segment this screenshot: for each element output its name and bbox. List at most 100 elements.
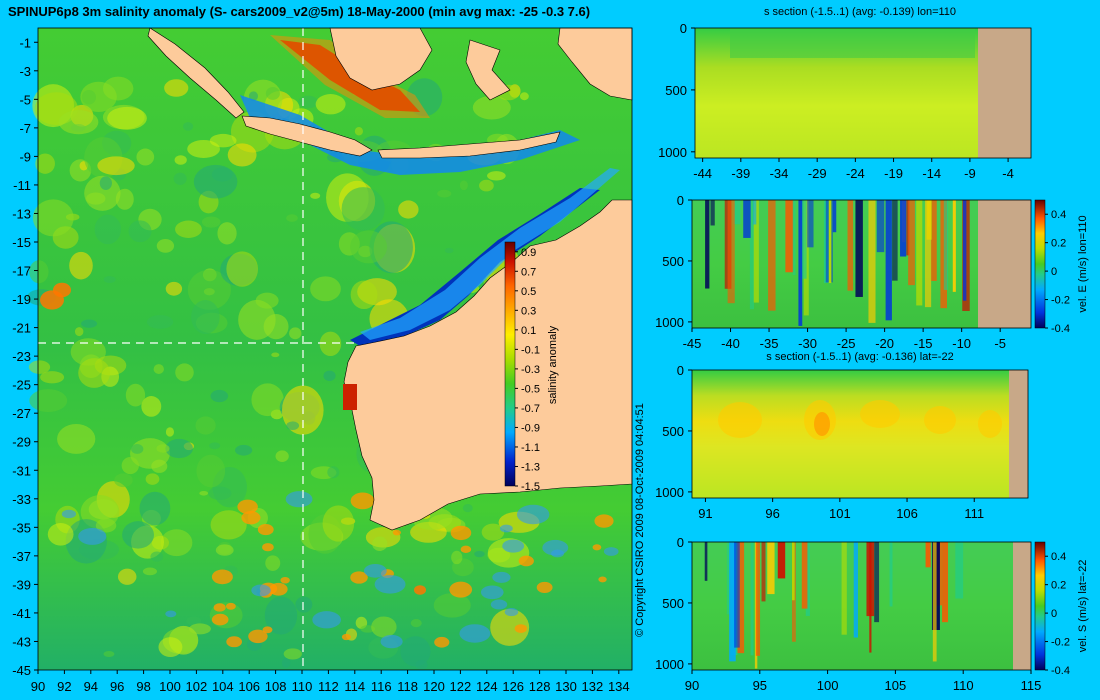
velocity-stripe [885, 200, 892, 321]
velocity-stripe [932, 542, 937, 662]
map-warm-eddy [460, 545, 472, 554]
map-panel: 90 92 94 96 98 100 102 104 106 108 110 112 114 116 118… [12, 27, 633, 694]
map-eddy [145, 473, 160, 485]
map-y-tick-label: -37 [12, 549, 31, 564]
map-eddy [433, 593, 471, 618]
map-eddy [29, 389, 68, 413]
map-colorbar [504, 241, 516, 487]
map-y-tick-label: -41 [12, 606, 31, 621]
panel1-x-tick-label: -44 [693, 166, 712, 181]
map-eddy [310, 276, 341, 302]
colorbar-tick-label: 0.3 [521, 305, 536, 317]
map-warm-eddy [226, 636, 242, 648]
velocity-stripe [733, 200, 741, 225]
colorbar-tick-label: 0 [1051, 266, 1057, 278]
velocity-stripe [807, 200, 814, 248]
map-warm-eddy [237, 499, 258, 514]
map-eddy [32, 199, 74, 237]
map-eddy [264, 596, 298, 635]
map-land-borneo [329, 27, 433, 91]
map-fresh-eddy [251, 584, 271, 597]
panel1-y-tick-label: 500 [665, 83, 687, 98]
map-warm-eddy [269, 582, 288, 596]
map-warm-eddy [257, 524, 274, 536]
map-eddy [295, 596, 313, 613]
velocity-stripe [767, 542, 775, 595]
velocity-stripe [798, 200, 803, 326]
map-eddy [487, 171, 506, 181]
map-y-tick-label: -31 [12, 463, 31, 478]
map-warm-eddy [248, 629, 268, 644]
velocity-stripe [705, 200, 710, 289]
velocity-stripe [866, 542, 875, 617]
velocity-stripe [855, 200, 863, 297]
colorbar-tick-label: 0.4 [1051, 551, 1066, 563]
colorbar-tick-label: -0.4 [1051, 665, 1070, 677]
map-eddy [265, 86, 280, 100]
map-warm-eddy [598, 576, 607, 583]
map-eddy [28, 360, 51, 374]
map-eddy [141, 396, 162, 417]
velocity-stripe [768, 200, 776, 311]
map-eddy [319, 331, 342, 357]
velocity-stripe [805, 542, 810, 616]
map-eddy [286, 421, 300, 430]
panel2-x-tick-label: -45 [683, 336, 702, 351]
panel2-x-tick-label: -5 [994, 336, 1006, 351]
panel3 [691, 369, 1029, 499]
panel4-frame [691, 541, 1032, 671]
map-y-tick-label: -5 [19, 92, 31, 107]
velocity-stripe [704, 542, 708, 581]
map-x-tick-label: 106 [238, 679, 260, 694]
map-x-tick-label: 100 [159, 679, 181, 694]
panel3-frame [691, 369, 1029, 499]
velocity-stripe [900, 200, 907, 257]
map-eddy [107, 106, 147, 130]
map-y-tick-label: -21 [12, 321, 31, 336]
map-eddy [354, 127, 363, 136]
map-eddy [251, 383, 284, 417]
map-eddy [158, 637, 183, 658]
map-warm-eddy [262, 626, 273, 634]
velocity-stripe [750, 542, 754, 656]
map-eddy [451, 550, 463, 565]
colorbar-tick-label: 0.4 [1051, 209, 1066, 221]
map-y-tick-label: -11 [13, 178, 31, 193]
panel1-y-tick-label: 0 [680, 21, 687, 36]
panel1-x-tick-label: -24 [846, 166, 865, 181]
panel1-x-tick-label: -34 [770, 166, 789, 181]
panel4-x-tick-label: 115 [1021, 678, 1042, 693]
velocity-stripe [734, 542, 740, 648]
panel2-colorbar-label: vel. E (m/s) lon=110 [1077, 215, 1089, 312]
colorbar-tick-label: -1.1 [521, 442, 540, 454]
map-warm-eddy [592, 544, 602, 551]
map-eddy [40, 371, 65, 384]
panel4-field [692, 542, 1031, 670]
map-eddy [122, 521, 154, 549]
velocity-stripe [962, 200, 967, 301]
panel2: 0.4 0.2 0 -0.2 -0.4 vel. E (m/s) lon=110 [691, 199, 1089, 335]
map-warm-eddy [450, 525, 472, 541]
colorbar-tick-label: -0.2 [1051, 295, 1070, 307]
map-eddy [57, 423, 96, 454]
map-colorbar-ticks: 0.9 0.7 0.5 0.3 0.1 -0.1 -0.3 -0.5 -0.7 -0.9 -1.1 -… [515, 247, 540, 493]
map-eddy [95, 518, 117, 533]
map-eddy [128, 220, 152, 243]
colorbar-tick-label: 0 [1051, 608, 1057, 620]
velocity-stripe [736, 542, 745, 654]
velocity-stripe [801, 542, 808, 609]
map-eddy [322, 505, 355, 542]
map-eddy [47, 522, 74, 546]
panel4-x-tick-label: 90 [685, 678, 699, 693]
velocity-stripe [892, 200, 898, 281]
panel4-land [1013, 542, 1031, 670]
panel1-title: s section (-1.5..1) (avg: -0.139) lon=11… [764, 6, 956, 18]
map-eddy [265, 555, 281, 571]
map-eddy [238, 299, 276, 340]
map-x-tick-label: 94 [84, 679, 98, 694]
panel2-land [978, 200, 1031, 328]
map-y-tick-label: -19 [12, 292, 31, 307]
map-land-lesser-sunda [377, 131, 561, 159]
map-x-tick-label: 92 [57, 679, 71, 694]
map-x-tick-label: 112 [318, 679, 339, 694]
